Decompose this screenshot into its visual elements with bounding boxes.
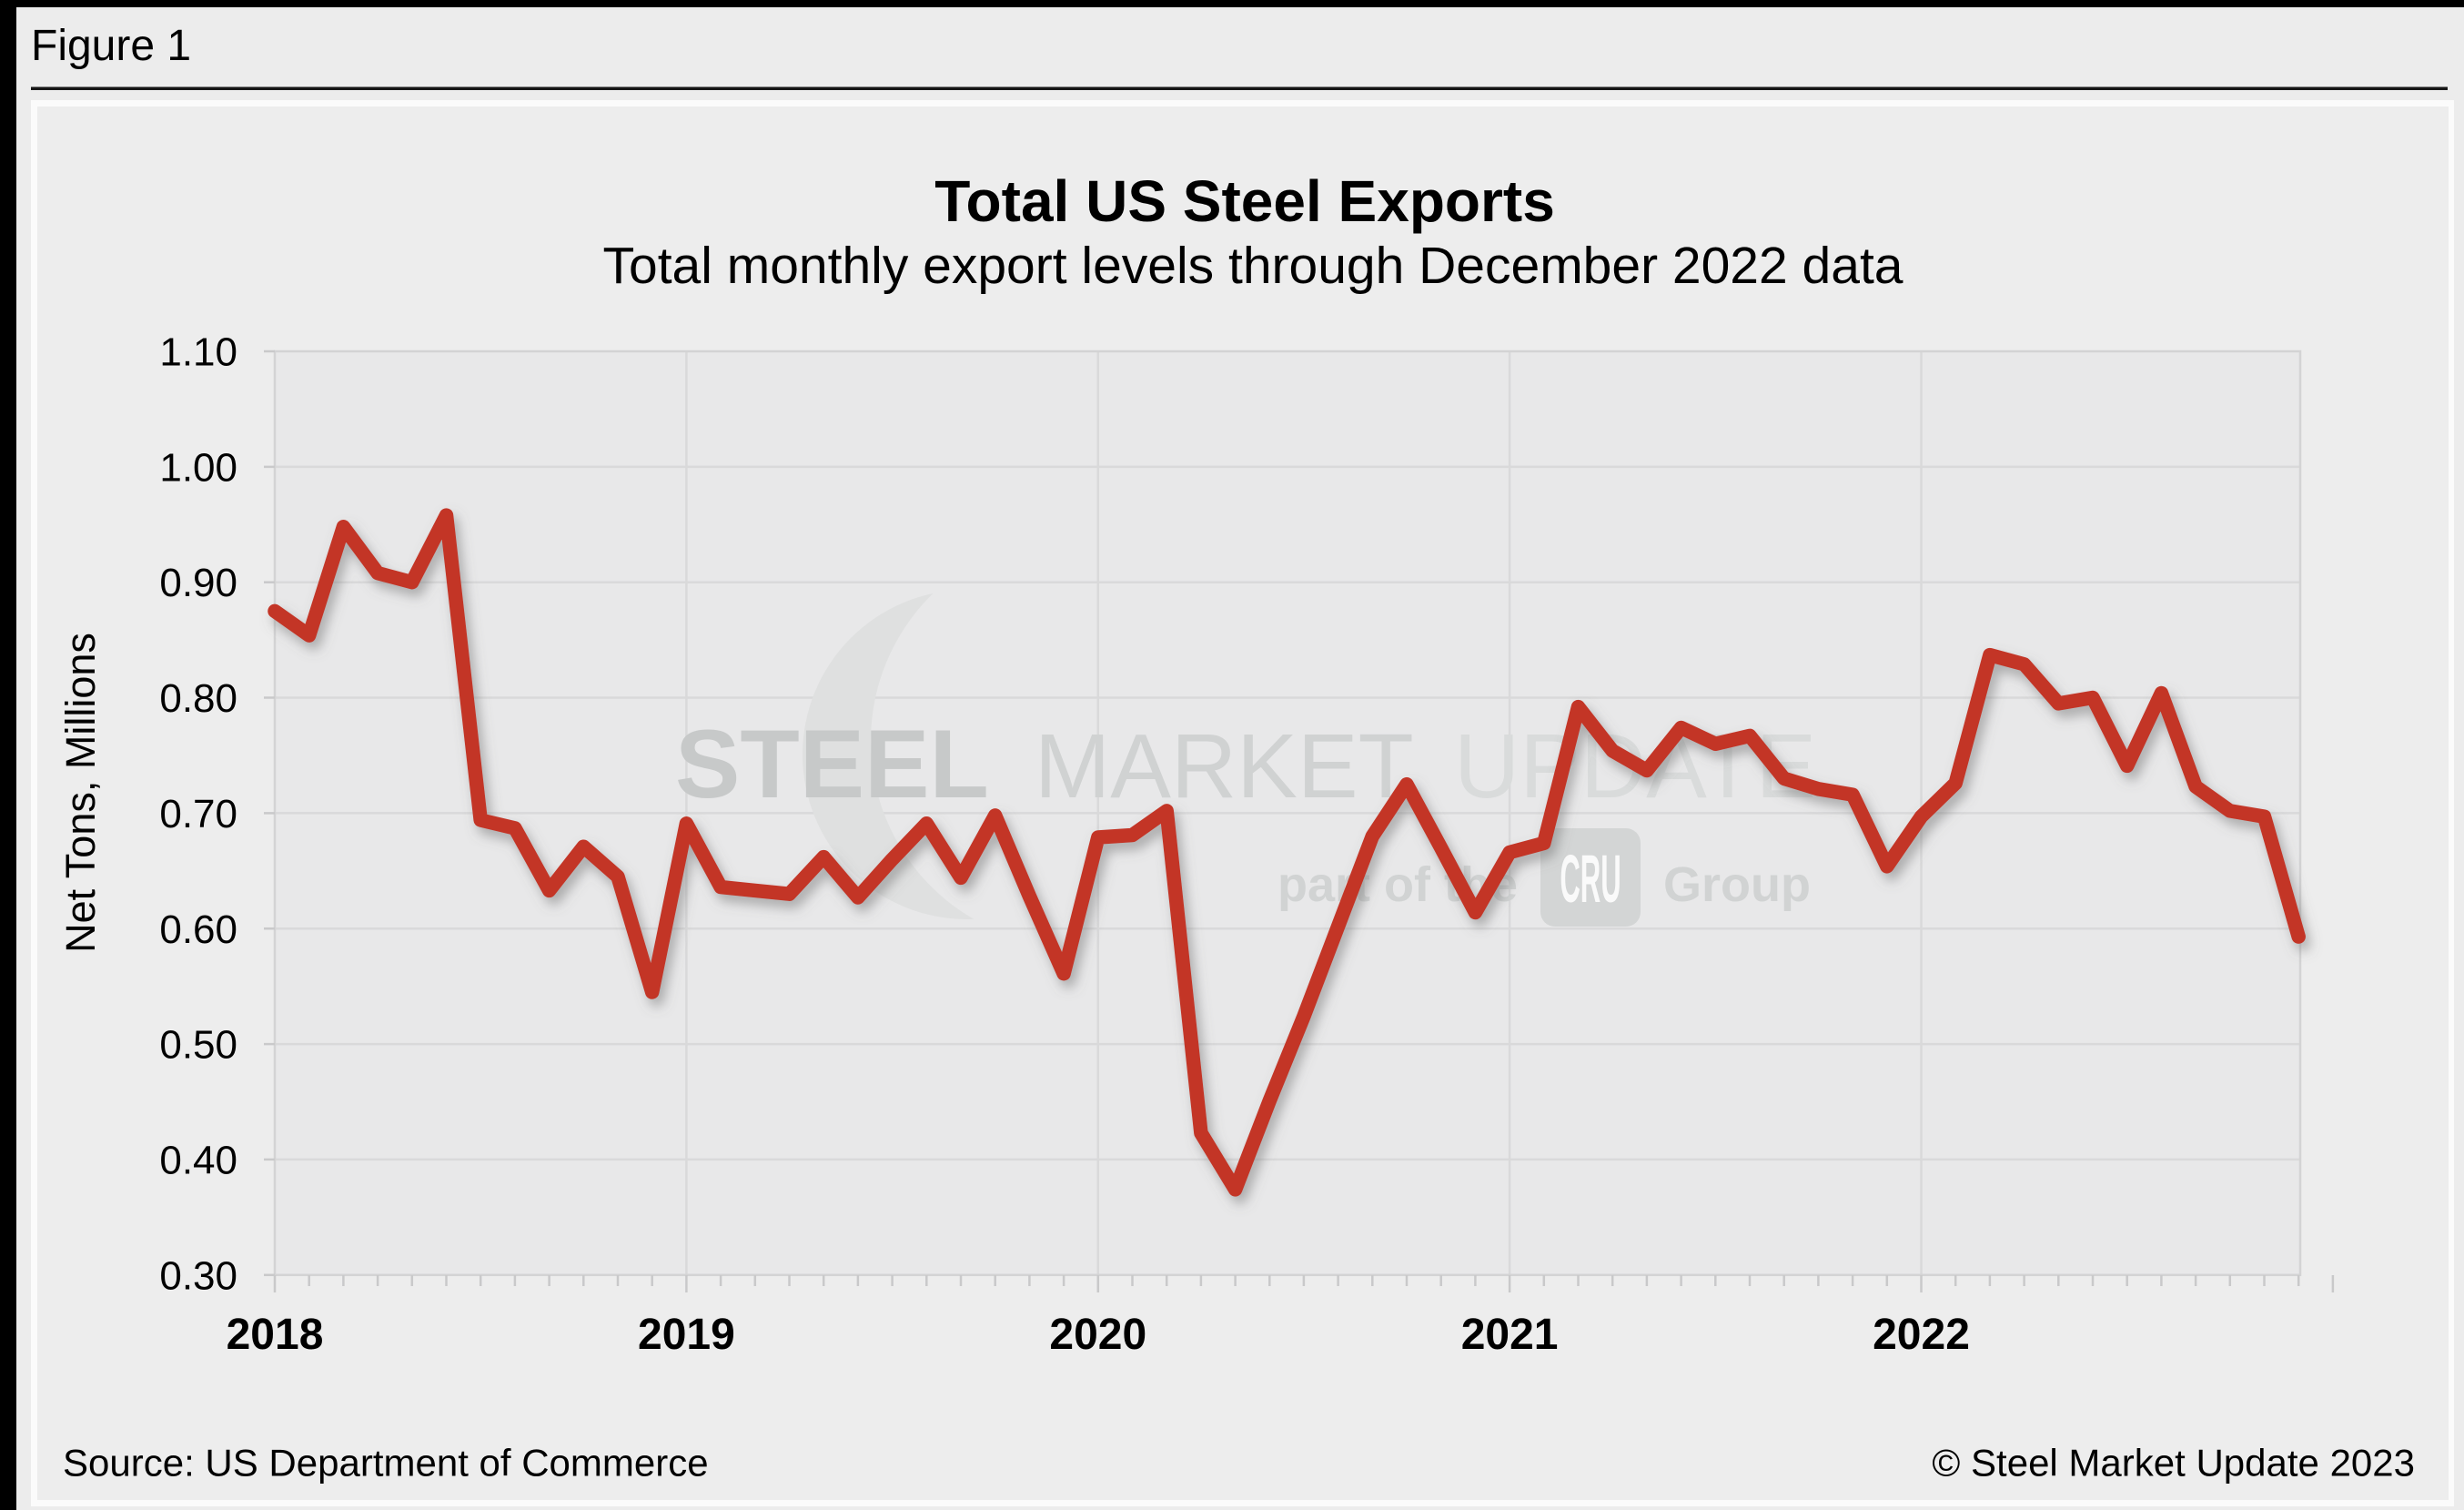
svg-text:0.80: 0.80	[159, 676, 237, 721]
svg-text:0.40: 0.40	[159, 1138, 237, 1182]
svg-text:STEEL: STEEL	[675, 709, 989, 818]
svg-text:Figure 1: Figure 1	[31, 22, 191, 70]
svg-text:1.10: 1.10	[159, 330, 237, 375]
svg-text:Group: Group	[1663, 857, 1811, 912]
svg-text:CRU: CRU	[1560, 843, 1621, 917]
svg-text:0.50: 0.50	[159, 1023, 237, 1068]
svg-text:Net Tons, Millions: Net Tons, Millions	[57, 633, 104, 953]
svg-text:0.70: 0.70	[159, 792, 237, 836]
svg-text:0.60: 0.60	[159, 907, 237, 952]
svg-text:2020: 2020	[1049, 1311, 1146, 1359]
svg-text:0.30: 0.30	[159, 1253, 237, 1298]
svg-text:2018: 2018	[227, 1311, 324, 1359]
svg-text:2021: 2021	[1461, 1311, 1559, 1359]
svg-text:1.00: 1.00	[159, 445, 237, 490]
svg-text:2019: 2019	[638, 1311, 735, 1359]
svg-text:0.90: 0.90	[159, 561, 237, 605]
svg-text:© Steel Market Update 2023: © Steel Market Update 2023	[1932, 1442, 2415, 1485]
svg-text:2022: 2022	[1873, 1311, 1970, 1359]
svg-text:MARKET: MARKET	[1035, 715, 1414, 817]
svg-text:Source: US Department of Comme: Source: US Department of Commerce	[63, 1442, 709, 1485]
svg-text:Total US Steel Exports: Total US Steel Exports	[934, 168, 1555, 234]
svg-text:Total monthly export levels th: Total monthly export levels through Dece…	[603, 237, 1904, 295]
